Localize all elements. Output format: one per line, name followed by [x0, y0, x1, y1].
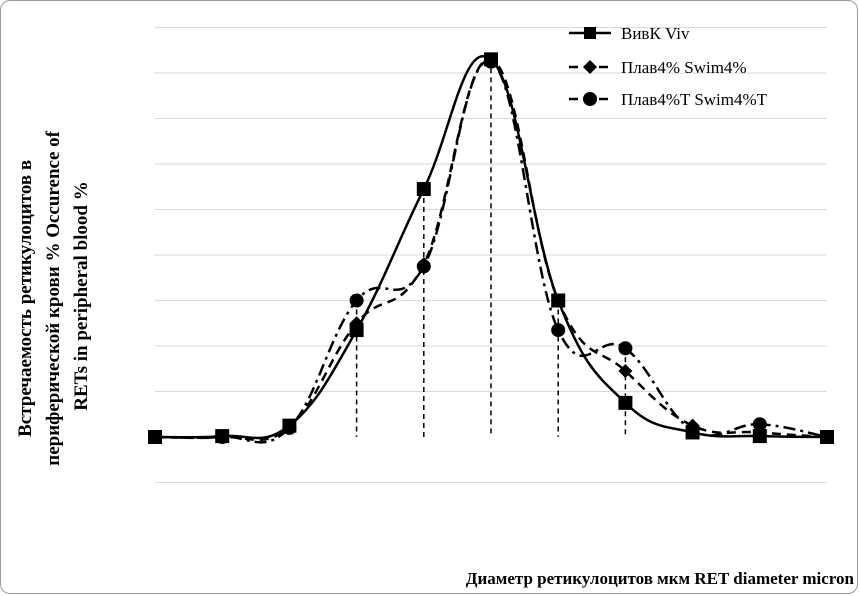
- y-axis-label: Встречаемость ретикулоцитов в перифериче…: [15, 126, 92, 465]
- data-point-diamond: [349, 316, 364, 331]
- data-point-circle: [416, 259, 431, 274]
- x-axis-label: Диаметр ретикулоцитов мкм RET diameter m…: [466, 569, 855, 588]
- data-point-circle: [618, 341, 633, 356]
- data-point-circle: [282, 420, 297, 435]
- data-point-circle: [752, 417, 767, 432]
- data-point-circle: [685, 423, 700, 438]
- legend-label-viv: ВивК Viv: [621, 24, 690, 43]
- legend: ВивК Viv Плав4% Swim4% Плав4%T Swim4%T: [569, 24, 768, 109]
- data-point-circle: [551, 323, 566, 338]
- data-point-diamond: [551, 293, 566, 308]
- legend-marker-diamond: [583, 60, 597, 74]
- legend-label-swim4: Плав4% Swim4%: [621, 58, 747, 77]
- data-point-diamond: [618, 364, 633, 379]
- data-point-circle: [349, 293, 364, 308]
- data-point-circle: [484, 54, 498, 69]
- legend-marker-circle: [583, 92, 597, 106]
- data-point-circle: [148, 430, 162, 444]
- legend-marker-square: [584, 27, 596, 39]
- y-axis-label-line-1: Встречаемость ретикулоцитов в: [15, 160, 36, 437]
- data-point-circle: [820, 430, 834, 444]
- data-point-square: [416, 182, 431, 197]
- series-markers: [148, 52, 834, 444]
- data-point-square: [618, 395, 633, 410]
- legend-label-swim4t: Плав4%T Swim4%T: [621, 90, 768, 109]
- data-point-circle: [215, 430, 230, 444]
- y-axis-label-line-2: периферической крови % Occurence of: [43, 130, 64, 465]
- y-axis-label-line-3: RETs in peripheral blood %: [71, 181, 92, 410]
